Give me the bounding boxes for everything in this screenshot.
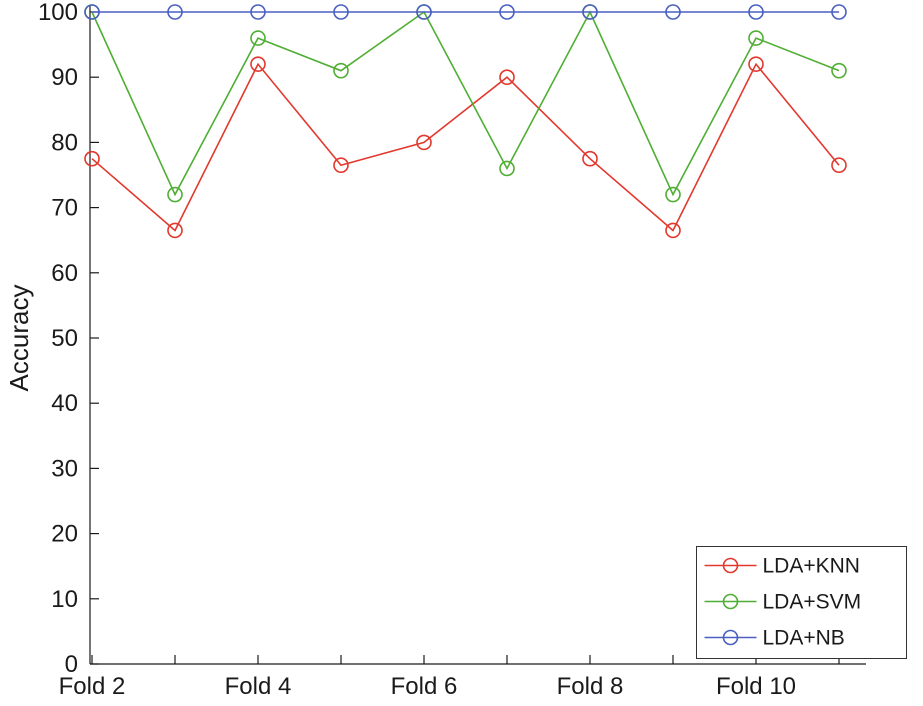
data-point-marker-lda-knn [831,157,847,174]
y-tick-label: 40 [51,390,78,417]
data-point-marker-lda-knn [582,150,598,167]
x-tick-label: Fold 6 [391,673,458,700]
legend-marker-lda-knn [722,557,739,574]
y-tick-label: 90 [51,64,78,91]
y-tick-label: 100 [38,0,78,26]
data-point-marker-lda-svm [499,160,515,177]
data-point-marker-lda-knn [167,222,183,239]
y-tick-label: 20 [51,521,78,548]
data-point-marker-lda-nb [333,4,349,20]
y-tick-label: 70 [51,195,78,222]
series-line-lda-svm [91,10,840,197]
data-point-marker-lda-knn [748,56,764,72]
data-point-marker-lda-svm [167,186,183,203]
y-tick-label: 80 [51,129,78,156]
data-point-marker-lda-nb [665,4,681,20]
legend-label-lda-nb: LDA+NB [763,627,845,650]
data-point-marker-lda-nb [748,4,764,20]
legend-label-lda-svm: LDA+SVM [763,591,862,614]
data-point-marker-lda-knn [84,150,100,167]
data-point-marker-lda-nb [84,4,100,20]
series-line-lda-knn [91,62,840,232]
data-point-marker-lda-nb [167,4,183,20]
data-point-marker-lda-nb [582,4,598,20]
data-point-marker-lda-knn [665,222,681,239]
x-tick-label: Fold 4 [225,673,292,700]
legend-label-lda-knn: LDA+KNN [763,555,860,578]
legend-marker-lda-nb [722,629,739,646]
y-tick-label: 30 [51,455,78,482]
data-point-marker-lda-svm [831,62,847,79]
x-tick-label: Fold 8 [557,673,624,700]
y-tick-label: 60 [51,260,78,287]
data-point-marker-lda-knn [499,69,515,85]
y-tick-label: 10 [51,586,78,613]
data-point-marker-lda-knn [416,134,432,151]
x-tick-label: Fold 10 [716,673,796,700]
data-point-marker-lda-nb [831,4,847,20]
data-point-marker-lda-knn [250,56,266,72]
data-point-marker-lda-nb [416,4,432,20]
legend-marker-lda-svm [722,593,739,610]
data-point-marker-lda-svm [665,186,681,203]
data-point-marker-lda-svm [748,30,764,46]
data-point-marker-lda-nb [250,4,266,20]
x-tick-label: Fold 2 [59,673,126,700]
data-point-marker-lda-nb [499,4,515,20]
y-tick-label: 50 [51,325,78,352]
data-point-marker-lda-svm [250,30,266,46]
y-tick-label: 0 [65,651,78,678]
data-point-marker-lda-svm [333,62,349,79]
y-axis-label: Accuracy [4,285,34,392]
data-point-marker-lda-knn [333,157,349,174]
